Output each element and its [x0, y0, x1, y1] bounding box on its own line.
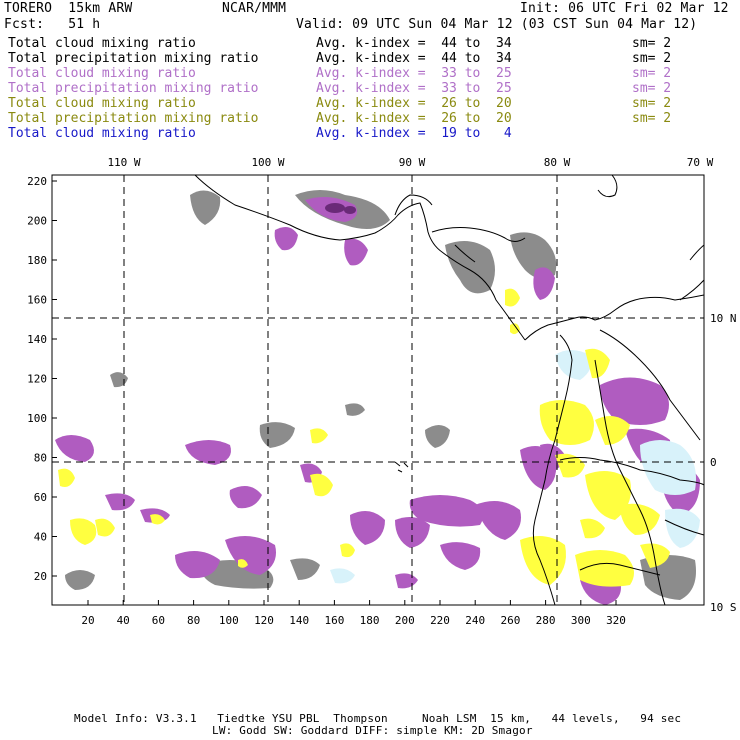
- x-tick-label: 300: [571, 614, 591, 627]
- x-tick-label: 160: [324, 614, 344, 627]
- legend-kindex: Avg. k-index = 26 to 20: [316, 96, 512, 111]
- model-info-line1: Model Info: V3.3.1 Tiedtke YSU PBL Thomp…: [74, 712, 682, 725]
- lat-label: 10 S: [710, 601, 737, 614]
- x-tick-label: 260: [500, 614, 520, 627]
- legend-sm: sm= 2: [632, 36, 672, 51]
- valid-time: Valid: 09 UTC Sun 04 Mar 12 (03 CST Sun …: [296, 17, 698, 32]
- x-tick-label: 180: [360, 614, 380, 627]
- dark-purple-cores: [325, 203, 356, 214]
- x-tick-label: 40: [117, 614, 130, 627]
- light-blue-cloud-areas: [330, 350, 700, 584]
- legend-sm: sm= 2: [632, 66, 672, 81]
- lon-label: 90 W: [399, 156, 426, 169]
- x-tick-label: 240: [465, 614, 485, 627]
- model-info-line2: LW: Godd SW: Goddard DIFF: simple KM: 2D…: [212, 724, 533, 737]
- legend-sm: sm= 2: [632, 96, 672, 111]
- center-label: NCAR/MMM: [222, 1, 287, 16]
- map-frame: [51, 174, 705, 606]
- x-tick-label: 200: [395, 614, 415, 627]
- model-title: TORERO 15km ARW: [4, 1, 133, 16]
- legend-field: Total cloud mixing ratio: [8, 36, 196, 51]
- y-tick-label: 160: [27, 294, 47, 307]
- legend-field: Total precipitation mixing ratio: [8, 81, 259, 96]
- x-tick-label: 140: [289, 614, 309, 627]
- lat-lon-grid: [52, 175, 704, 605]
- x-tick-label: 220: [430, 614, 450, 627]
- init-time: Init: 06 UTC Fri 02 Mar 12: [520, 1, 729, 16]
- y-tick-label: 40: [34, 531, 47, 544]
- legend-sm: sm= 2: [632, 51, 672, 66]
- y-tick-label: 80: [34, 452, 47, 465]
- legend-field: Total precipitation mixing ratio: [8, 111, 259, 126]
- lon-label: 100 W: [251, 156, 284, 169]
- legend-field: Total cloud mixing ratio: [8, 66, 196, 81]
- purple-cloud-areas: [55, 196, 700, 605]
- legend-kindex: Avg. k-index = 33 to 25: [316, 66, 512, 81]
- x-tick-label: 320: [606, 614, 626, 627]
- x-tick-label: 80: [187, 614, 200, 627]
- lon-label: 70 W: [687, 156, 714, 169]
- legend-field: Total precipitation mixing ratio: [8, 51, 259, 66]
- axis-ticks: [52, 180, 617, 605]
- lat-label: 10 N: [710, 312, 737, 325]
- x-tick-label: 280: [536, 614, 556, 627]
- coastlines: [194, 175, 704, 605]
- legend-sm: sm= 2: [632, 111, 672, 126]
- legend-sm: sm= 2: [632, 81, 672, 96]
- legend-kindex: Avg. k-index = 44 to 34: [316, 36, 512, 51]
- x-tick-label: 20: [81, 614, 94, 627]
- x-tick-label: 60: [152, 614, 165, 627]
- y-tick-label: 180: [27, 254, 47, 267]
- y-tick-label: 20: [34, 570, 47, 583]
- x-tick-label: 100: [219, 614, 239, 627]
- legend-kindex: Avg. k-index = 44 to 34: [316, 51, 512, 66]
- legend-field: Total cloud mixing ratio: [8, 96, 196, 111]
- legend-kindex: Avg. k-index = 26 to 20: [316, 111, 512, 126]
- forecast-hour: Fcst: 51 h: [4, 17, 101, 32]
- x-tick-label: 120: [254, 614, 274, 627]
- y-tick-label: 220: [27, 175, 47, 188]
- legend-kindex: Avg. k-index = 19 to 4: [316, 126, 512, 141]
- legend-field: Total cloud mixing ratio: [8, 126, 196, 141]
- y-tick-label: 140: [27, 333, 47, 346]
- legend-kindex: Avg. k-index = 33 to 25: [316, 81, 512, 96]
- y-tick-label: 100: [27, 412, 47, 425]
- y-tick-label: 200: [27, 215, 47, 228]
- y-tick-label: 60: [34, 491, 47, 504]
- yellow-cloud-areas: [58, 288, 670, 587]
- axis-labels: 110 W 100 W 90 W 80 W 70 W 10 N 0 10 S 220 200 180…: [27, 156, 736, 627]
- lat-label: 0: [710, 456, 717, 469]
- map-plot-area: [52, 175, 704, 605]
- lon-label: 110 W: [107, 156, 140, 169]
- y-tick-label: 120: [27, 373, 47, 386]
- lon-label: 80 W: [544, 156, 571, 169]
